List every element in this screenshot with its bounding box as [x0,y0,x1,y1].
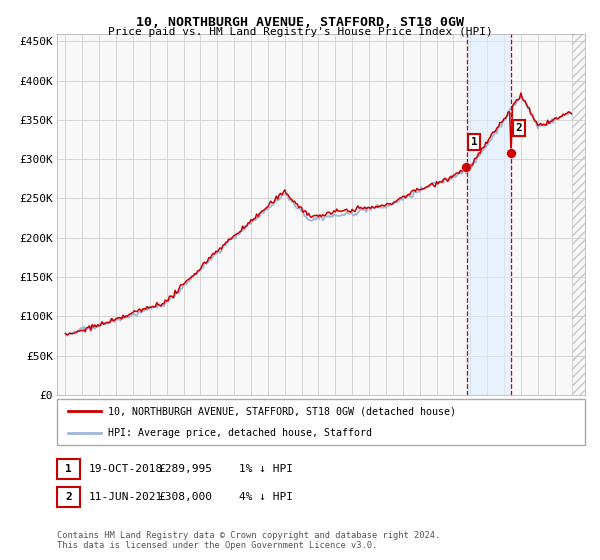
Text: 1: 1 [65,464,72,474]
Bar [572,34,585,395]
Text: 19-OCT-2018: 19-OCT-2018 [89,464,163,474]
Text: HPI: Average price, detached house, Stafford: HPI: Average price, detached house, Staf… [108,428,372,438]
Text: Contains HM Land Registry data © Crown copyright and database right 2024.
This d: Contains HM Land Registry data © Crown c… [57,530,440,550]
Text: 1% ↓ HPI: 1% ↓ HPI [239,464,293,474]
Text: 11-JUN-2021: 11-JUN-2021 [89,492,163,502]
Text: 10, NORTHBURGH AVENUE, STAFFORD, ST18 0GW: 10, NORTHBURGH AVENUE, STAFFORD, ST18 0G… [136,16,464,29]
Bar [467,34,511,395]
Text: Price paid vs. HM Land Registry's House Price Index (HPI): Price paid vs. HM Land Registry's House … [107,27,493,37]
Text: £289,995: £289,995 [158,464,212,474]
Text: 4% ↓ HPI: 4% ↓ HPI [239,492,293,502]
Text: £308,000: £308,000 [158,492,212,502]
Text: 2: 2 [65,492,72,502]
Text: 10, NORTHBURGH AVENUE, STAFFORD, ST18 0GW (detached house): 10, NORTHBURGH AVENUE, STAFFORD, ST18 0G… [108,406,456,416]
Text: 2: 2 [515,123,523,133]
Text: 1: 1 [471,137,478,147]
